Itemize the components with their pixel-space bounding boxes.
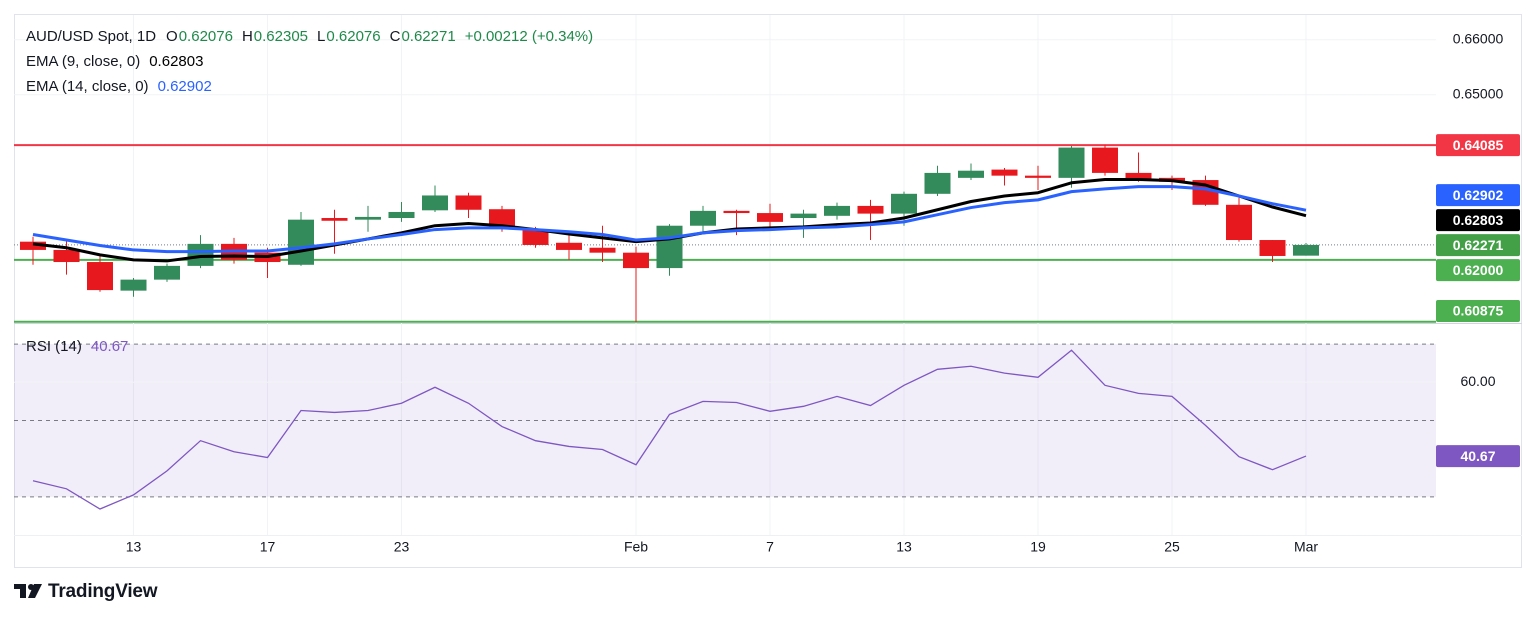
level-tag-label: 0.60875 (1453, 303, 1504, 319)
legend-name: RSI (14) (26, 338, 82, 355)
legend-name: EMA (14, close, 0) (26, 78, 149, 95)
x-tick-label: 17 (260, 539, 276, 555)
candle-body (690, 210, 716, 226)
x-tick-label: 13 (126, 539, 142, 555)
ema-tag (1436, 209, 1520, 232)
candle-body (187, 243, 214, 266)
candle-body (1058, 147, 1085, 178)
candle-body (53, 249, 80, 263)
candle-body (1092, 147, 1118, 173)
ohlc-label: L (317, 28, 326, 45)
last-price-tag-label: 0.62271 (1453, 237, 1504, 253)
level-tag-label: 0.62000 (1453, 262, 1504, 278)
ohlc-value: 0.62076 (326, 28, 381, 45)
rsi-tag-label: 40.67 (1460, 448, 1495, 464)
candle-body (522, 229, 549, 245)
rsi-legend: RSI (14) 40.67 (26, 338, 134, 355)
ohlc-label: C (389, 28, 401, 45)
candle-body (388, 211, 415, 219)
candle-body (958, 170, 984, 178)
level-tag (1436, 134, 1520, 157)
y-tick-label: 60.00 (1460, 373, 1495, 389)
x-tick-label: 23 (394, 539, 410, 555)
rsi-line (32, 349, 1307, 510)
candle-body (288, 219, 314, 265)
candle-body (1025, 175, 1051, 178)
candle-body (1259, 240, 1286, 256)
x-tick-label: 19 (1030, 539, 1046, 555)
candle-body (154, 265, 180, 280)
level-tag (1436, 259, 1520, 282)
candle-body (757, 213, 783, 222)
candle-body (857, 205, 884, 214)
candle-body (1226, 204, 1252, 241)
candle-body (589, 247, 616, 253)
ohlc-value: 0.62305 (253, 28, 309, 45)
brand-name: TradingView (48, 581, 158, 602)
ohlc-label: H (241, 28, 253, 45)
candle-body (1293, 244, 1319, 256)
x-tick-label: 7 (766, 539, 774, 555)
candle-body (790, 213, 817, 219)
rsi-tag (1436, 445, 1520, 468)
candle-body (1125, 172, 1152, 181)
ema9-legend: EMA (9, close, 0) 0.62803 (26, 53, 209, 70)
ema14-legend: EMA (14, close, 0) 0.62902 (26, 78, 218, 95)
ohlc-value: 0.62271 (401, 28, 456, 45)
candle-body (87, 262, 113, 291)
ema-tag (1436, 184, 1520, 207)
change-value: +0.00212 (+0.34%) (464, 28, 594, 45)
x-tick-label: 13 (896, 539, 912, 555)
ema-tag-label: 0.62803 (1453, 212, 1504, 228)
x-tick-label: Feb (624, 539, 648, 555)
candle-body (455, 195, 482, 210)
ohlc-value: 0.62076 (178, 28, 233, 45)
candle-body (355, 216, 381, 220)
legend-value: 0.62902 (157, 78, 212, 95)
candle-body (723, 210, 750, 214)
y-tick-label: 0.66000 (1453, 30, 1504, 46)
chart-frame (14, 14, 1522, 568)
level-tag (1436, 300, 1520, 322)
x-tick-label: Mar (1294, 539, 1318, 555)
symbol-title: AUD/USD Spot, 1D (26, 28, 157, 45)
legend-value: 0.62803 (149, 53, 204, 70)
candle-body (623, 252, 649, 269)
candle-body (422, 195, 448, 211)
brand-logo (14, 584, 42, 598)
level-tag-label: 0.64085 (1453, 137, 1504, 153)
candle-body (20, 241, 46, 250)
candle-body (656, 225, 683, 269)
candle-body (924, 172, 951, 194)
ema-line (32, 185, 1307, 254)
legend-value: 40.67 (90, 338, 129, 355)
legend-name: EMA (9, close, 0) (26, 53, 141, 70)
candle-body (120, 279, 147, 291)
y-tick-label: 0.65000 (1453, 85, 1504, 101)
ohlc-legend: AUD/USD Spot, 1D O0.62076 H0.62305 L0.62076… (26, 28, 599, 45)
candle-body (556, 242, 582, 250)
x-tick-label: 25 (1164, 539, 1180, 555)
candle-body (991, 169, 1018, 176)
ema-tag-label: 0.62902 (1453, 187, 1504, 203)
ohlc-label: O (166, 28, 178, 45)
last-price-tag (1436, 234, 1520, 257)
candle-body (321, 218, 348, 221)
candle-body (891, 193, 917, 214)
candle-body (824, 205, 850, 216)
